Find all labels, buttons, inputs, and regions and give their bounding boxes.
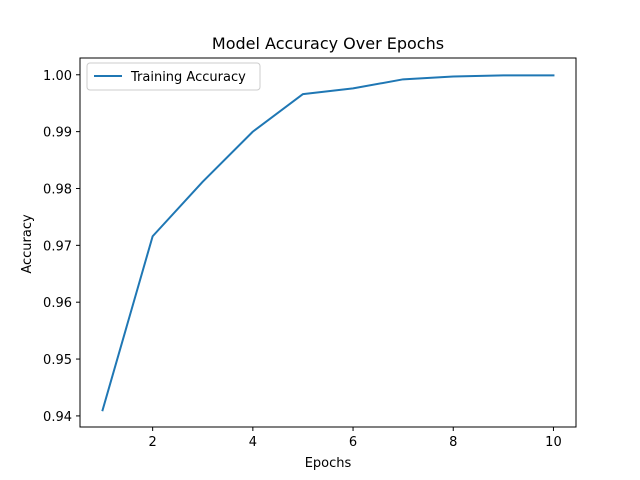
chart-title: Model Accuracy Over Epochs [212,34,444,53]
series-line-0 [101,74,555,412]
y-tick-label: 0.95 [43,353,72,368]
axes-frame [79,57,577,428]
plot-area: 2 4 6 8 10 0.94 0.95 0.96 0.97 0.98 0.99 1.00 [43,57,577,450]
legend: Training Accuracy [86,62,261,91]
x-tick-label: 4 [249,435,257,450]
y-tick-label: 0.94 [43,410,72,425]
y-tick-label: 0.96 [43,296,72,311]
x-axis-title: Epochs [305,456,352,471]
y-axis-title: Accuracy [20,214,35,274]
legend-box [86,62,261,91]
y-tick-label: 0.99 [43,126,72,141]
y-tick-label: 0.97 [43,239,72,254]
x-tick-label: 6 [349,435,357,450]
y-tick-label: 0.98 [43,182,72,197]
x-tick-label: 2 [149,435,157,450]
y-tick-label: 1.00 [43,69,72,84]
legend-label-training-accuracy: Training Accuracy [130,70,246,85]
x-tick-label: 10 [545,435,562,450]
x-tick-label: 8 [449,435,457,450]
